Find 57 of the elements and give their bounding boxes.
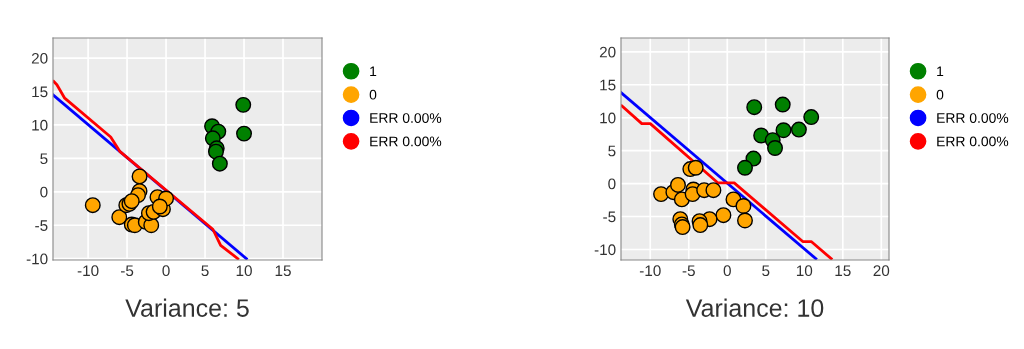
x-tick-label: 5	[762, 265, 770, 277]
y-tick-label: -10	[594, 244, 616, 256]
point	[236, 125, 253, 142]
x-tick-label: -10	[77, 265, 99, 277]
legend-label: ERR 0.00%	[937, 136, 1009, 147]
x-axis-title: Variance: 5	[125, 298, 249, 317]
point	[705, 182, 722, 199]
y-tick-label: 10	[32, 119, 48, 131]
point	[211, 155, 228, 172]
point	[111, 209, 128, 226]
point	[737, 212, 753, 229]
x-tick-label: 5	[201, 265, 209, 277]
y-tick-label: 5	[40, 153, 48, 165]
point	[235, 96, 252, 113]
point	[692, 217, 709, 234]
x-tick-label: 0	[162, 265, 170, 277]
point	[687, 159, 704, 176]
point	[803, 109, 820, 126]
y-tick-label: 20	[599, 46, 616, 58]
y-tick-label: -10	[26, 253, 48, 265]
point	[737, 159, 753, 176]
point	[715, 207, 732, 224]
legend-label: 0	[369, 89, 377, 100]
x-tick-label: 10	[236, 265, 252, 277]
x-tick-label: -10	[639, 265, 661, 277]
point	[775, 122, 792, 139]
legend-label: 0	[936, 89, 944, 100]
point	[735, 198, 752, 214]
point	[131, 168, 148, 185]
y-tick-label: -5	[35, 220, 48, 231]
x-axis-title: Variance: 10	[685, 298, 824, 317]
point	[767, 140, 784, 156]
legend-label: 1	[937, 66, 944, 77]
x-tick-label: 15	[835, 265, 851, 277]
point	[774, 96, 791, 113]
y-tick-label: 0	[40, 186, 48, 198]
x-tick-label: -5	[682, 265, 695, 277]
legend-label: ERR 0.00%	[370, 113, 442, 123]
y-tick-label: 15	[32, 86, 48, 98]
y-tick-label: 0	[608, 178, 616, 190]
x-tick-label: 20	[873, 265, 890, 277]
x-tick-label: 0	[723, 265, 731, 277]
point	[746, 99, 763, 116]
y-tick-label: 5	[608, 145, 616, 157]
x-tick-label: -5	[120, 265, 134, 277]
x-tick-label: 10	[796, 265, 813, 277]
y-tick-label: 15	[600, 79, 616, 91]
point	[84, 197, 101, 214]
legend-label: ERR 0.00%	[937, 113, 1009, 123]
point	[790, 121, 807, 138]
y-tick-label: -5	[603, 211, 616, 223]
y-tick-label: 20	[31, 52, 48, 64]
y-tick-label: 10	[600, 112, 616, 124]
point	[670, 176, 686, 193]
legend-label: ERR 0.00%	[370, 136, 442, 147]
legend-label: 1	[370, 66, 377, 77]
x-tick-label: 15	[275, 265, 291, 277]
